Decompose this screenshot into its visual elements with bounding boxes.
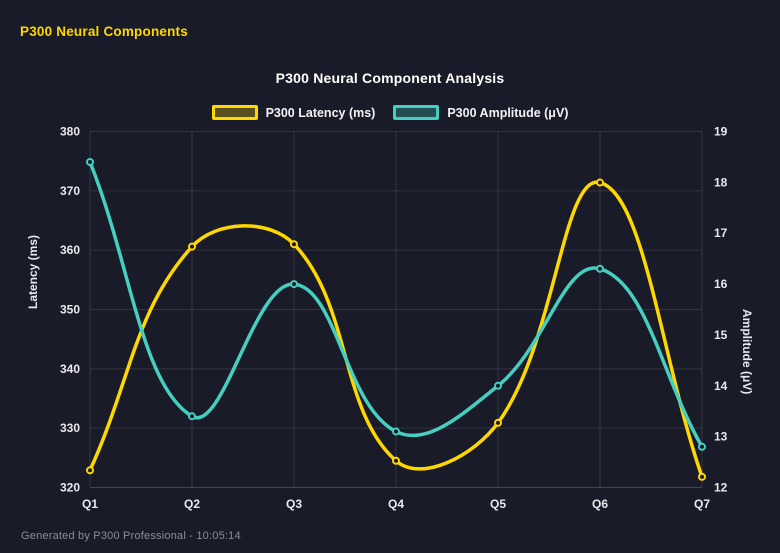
data-point-marker[interactable] (290, 240, 298, 249)
right-axis-tick-label: 18 (714, 175, 728, 189)
data-point-marker[interactable] (596, 178, 604, 187)
legend-swatch-latency-icon (211, 105, 258, 120)
x-axis-tick-label: Q1 (82, 497, 98, 511)
page-title: P300 Neural Components (20, 24, 188, 39)
data-point-marker[interactable] (86, 466, 94, 475)
chart-legend: P300 Latency (ms) P300 Amplitude (μV) (0, 105, 780, 120)
x-axis-tick-label: Q4 (388, 497, 404, 511)
right-axis-tick-label: 15 (714, 328, 728, 342)
left-axis-tick-label: 380 (60, 125, 80, 139)
legend-swatch-amplitude-icon (393, 105, 440, 120)
left-axis-tick-label: 320 (60, 481, 80, 495)
data-point-marker[interactable] (392, 427, 400, 436)
data-point-marker[interactable] (596, 264, 604, 273)
data-point-marker[interactable] (698, 442, 706, 451)
right-axis-tick-label: 17 (714, 226, 728, 240)
left-axis-tick-label: 330 (60, 421, 80, 435)
legend-label-amplitude: P300 Amplitude (μV) (447, 105, 569, 120)
data-point-marker[interactable] (290, 280, 298, 289)
left-axis-tick-label: 370 (60, 184, 80, 198)
right-axis-tick-label: 19 (714, 125, 728, 139)
right-axis-tick-label: 16 (714, 277, 728, 291)
data-point-marker[interactable] (494, 418, 502, 427)
data-point-marker[interactable] (698, 472, 706, 481)
data-point-marker[interactable] (494, 381, 502, 390)
right-axis-tick-label: 14 (714, 379, 728, 393)
right-axis-tick-label: 12 (714, 481, 728, 495)
x-axis-tick-label: Q2 (184, 497, 200, 511)
chart-title: P300 Neural Component Analysis (275, 70, 505, 86)
left-axis-tick-label: 360 (60, 243, 80, 257)
legend-item-latency[interactable]: P300 Latency (ms) (211, 105, 376, 120)
x-axis-tick-label: Q5 (490, 497, 506, 511)
left-axis-tick-label: 340 (60, 362, 80, 376)
data-point-marker[interactable] (188, 242, 196, 251)
x-axis-tick-label: Q3 (286, 497, 302, 511)
legend-item-amplitude[interactable]: P300 Amplitude (μV) (393, 105, 568, 120)
left-axis-tick-label: 350 (60, 303, 80, 317)
data-point-marker[interactable] (392, 456, 400, 465)
x-axis-tick-label: Q7 (694, 497, 710, 511)
footer-status-text: Generated by P300 Professional - 10:05:1… (21, 530, 241, 542)
data-point-marker[interactable] (188, 412, 196, 421)
right-axis-tick-label: 13 (714, 430, 728, 444)
data-point-marker[interactable] (86, 158, 94, 167)
legend-label-latency: P300 Latency (ms) (265, 105, 376, 120)
x-axis-tick-label: Q6 (592, 497, 608, 511)
